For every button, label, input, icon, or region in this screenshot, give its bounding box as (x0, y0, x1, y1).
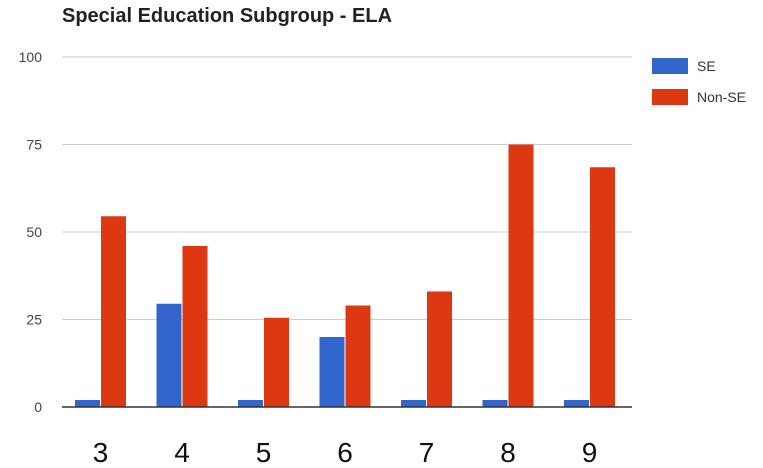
bar-se-4 (156, 303, 182, 407)
legend-label: SE (697, 58, 716, 74)
x-tick-label: 8 (500, 437, 516, 468)
y-tick-label: 0 (34, 399, 42, 415)
x-tick-label: 3 (93, 437, 109, 468)
legend-label: Non-SE (697, 89, 746, 105)
gridlines (62, 56, 632, 320)
axes: 0 25 50 75 100 3 4 5 6 7 8 9 (19, 49, 632, 468)
y-tick-label: 50 (26, 224, 42, 240)
x-tick-label: 4 (174, 437, 190, 468)
y-tick-label: 25 (26, 312, 42, 328)
bar-se-7 (401, 400, 426, 407)
legend-swatch (652, 58, 688, 74)
x-tick-label: 6 (337, 437, 353, 468)
x-tick-label: 9 (582, 437, 598, 468)
bar-non-se-7 (427, 291, 452, 407)
chart-title: Special Education Subgroup - ELA (62, 5, 392, 27)
bar-se-3 (75, 400, 100, 407)
x-tick-label: 7 (419, 437, 435, 468)
bar-non-se-4 (182, 246, 208, 407)
bar-non-se-3 (101, 216, 126, 407)
bar-se-6 (319, 337, 345, 407)
y-tick-label: 75 (26, 137, 42, 153)
x-tick-label: 5 (256, 437, 272, 468)
bar-se-9 (564, 400, 589, 407)
y-tick-label: 100 (19, 49, 43, 65)
bars (75, 144, 615, 407)
bar-se-8 (482, 400, 508, 407)
bar-non-se-6 (345, 305, 371, 407)
bar-non-se-8 (508, 144, 534, 407)
bar-se-5 (238, 400, 263, 407)
legend-swatch (652, 89, 688, 105)
legend: SE Non-SE (652, 58, 746, 105)
bar-non-se-9 (590, 167, 615, 407)
bar-non-se-5 (264, 317, 289, 407)
